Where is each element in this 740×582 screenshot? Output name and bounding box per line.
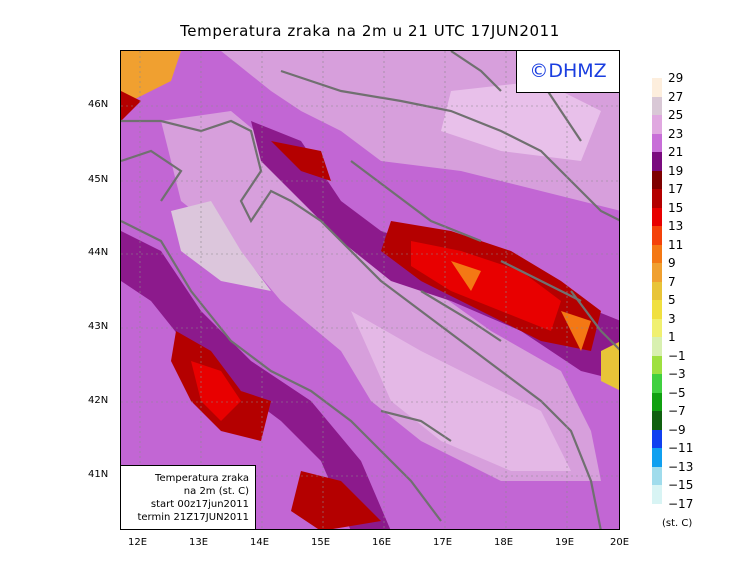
info-box: Temperatura zraka na 2m (st. C) start 00… [120,465,256,530]
hot-spot-2 [561,311,591,351]
legend-swatch [652,374,662,393]
lon-tick: 16E [372,537,392,548]
lat-tick: 42N [88,395,109,406]
legend-label: −11 [668,441,694,455]
legend-label: −7 [668,404,686,418]
legend-label: −1 [668,348,686,363]
lat-tick: 46N [88,99,109,110]
info-line: termin 21Z17JUN2011 [137,512,249,523]
legend-swatch [652,226,662,245]
legend-label: −5 [668,385,686,400]
lat-lon-grid [121,51,619,529]
legend-swatch [652,207,662,226]
lon-tick: 20E [610,537,630,548]
info-line: start 00z17jun2011 [150,499,249,510]
legend-swatch [652,281,662,300]
legend-swatch [652,96,662,115]
lon-tick: 12E [128,537,148,548]
legend-swatch [652,485,662,504]
map-title: Temperatura zraka na 2m u 21 UTC 17JUN20… [180,22,560,40]
legend-label: −17 [668,496,694,511]
legend-label: 17 [668,182,684,196]
legend-swatch [652,263,662,282]
warm-zone-italy-2 [191,361,241,421]
velebit-warm [271,141,331,181]
sea-pale-zone [171,201,271,291]
legend-swatch [652,411,662,430]
lon-tick: 17E [433,537,453,548]
dhmz-logo: ©DHMZ [516,50,620,93]
legend-swatch [652,337,662,356]
legend-swatch [652,318,662,337]
south-sea-zone [351,311,571,471]
legend-label: −15 [668,478,694,492]
legend-swatch [652,189,662,208]
legend-unit: (st. C) [662,518,693,529]
legend-swatch [652,448,662,467]
nw-warm-corner [121,51,181,101]
legend-swatch [652,170,662,189]
lon-tick: 15E [311,537,331,548]
lat-tick: 43N [88,321,109,332]
inland-light-zone [441,81,601,161]
legend-label: 29 [668,71,684,85]
lat-tick: 44N [88,247,109,258]
lon-tick: 19E [555,537,575,548]
legend-label: 3 [668,311,676,326]
lat-tick: 41N [88,469,109,480]
legend-swatch [652,244,662,263]
legend-label: 27 [668,89,684,104]
info-line: Temperatura zraka [155,473,249,484]
map-canvas [121,51,619,529]
legend-label: 5 [668,293,676,307]
legend-swatch [652,355,662,374]
lat-tick: 45N [88,174,109,185]
legend-label: 23 [668,126,684,141]
legend-label: 25 [668,108,684,122]
lon-tick: 14E [250,537,270,548]
hot-spot-1 [451,261,481,291]
legend-swatch [652,78,662,97]
legend-label: 13 [668,219,684,233]
legend-label: 1 [668,330,676,344]
legend-swatch [652,466,662,485]
legend-swatch [652,300,662,319]
legend-label: 21 [668,145,684,159]
legend-swatch [652,115,662,134]
lon-tick: 18E [494,537,514,548]
temperature-map [120,50,620,530]
legend-swatch [652,152,662,171]
warm-zone-italy-3 [291,471,381,529]
legend-swatch [652,133,662,152]
legend-swatch [652,429,662,448]
legend-label: 9 [668,256,676,270]
legend-label: 19 [668,163,684,178]
legend-label: −9 [668,422,686,437]
info-line: na 2m (st. C) [183,486,249,497]
legend-swatch [652,392,662,411]
hot-spot-3 [601,342,619,390]
legend-label: 11 [668,237,684,252]
legend-label: −3 [668,367,686,381]
dinaric-hot-zone [411,241,561,331]
lon-tick: 13E [189,537,209,548]
legend-label: 7 [668,274,676,289]
legend-label: −13 [668,459,694,474]
legend-label: 15 [668,200,684,215]
